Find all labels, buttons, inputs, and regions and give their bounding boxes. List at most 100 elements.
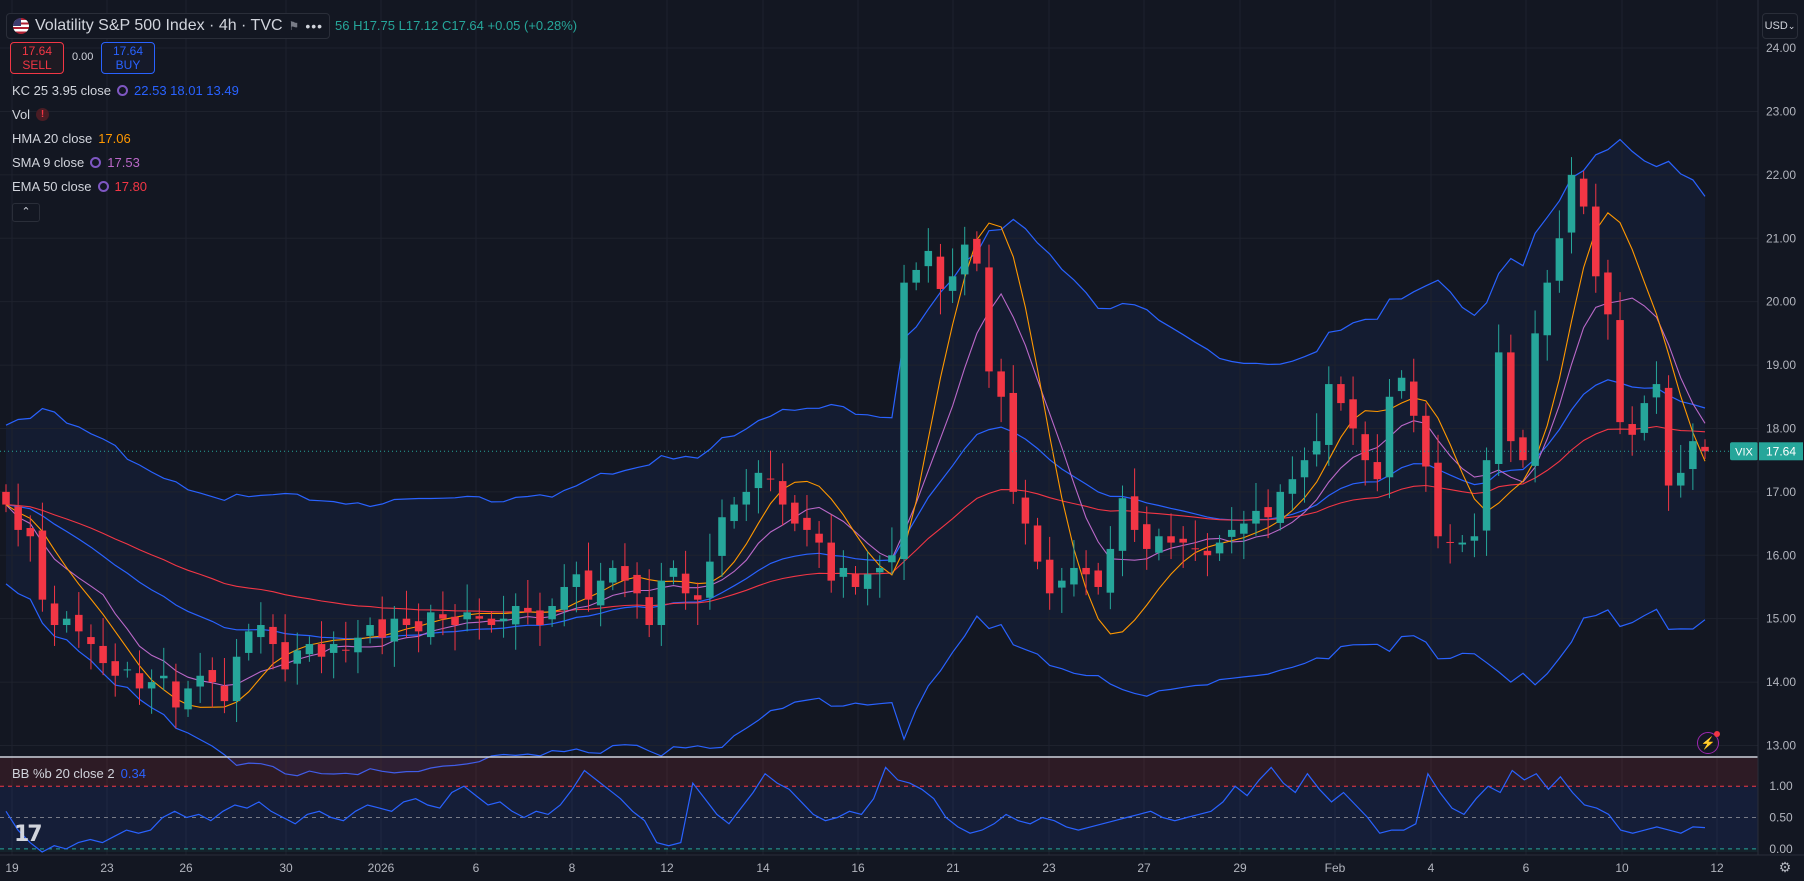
indicator-vol[interactable]: Vol ! <box>12 107 50 122</box>
candle <box>1130 468 1139 542</box>
time-tick-label: 27 <box>1137 861 1151 875</box>
candle-body <box>985 267 993 372</box>
candle-body <box>1604 272 1612 315</box>
time-tick-label: 14 <box>756 861 770 875</box>
price-tick-label: 17.00 <box>1766 485 1796 499</box>
candle <box>402 590 411 638</box>
candle-body <box>439 614 447 619</box>
candle-body <box>244 631 253 653</box>
spread-value: 0.00 <box>72 51 94 63</box>
candle-body <box>269 626 277 645</box>
buy-label: BUY <box>115 58 141 72</box>
collapse-indicators-button[interactable]: ⌃ <box>12 203 40 222</box>
candle-body <box>366 625 374 636</box>
candle-body <box>1312 441 1321 455</box>
candle-body <box>342 649 350 651</box>
candle <box>948 248 957 303</box>
candle-body <box>1628 424 1636 435</box>
symbol-tag: VIX <box>1730 442 1758 461</box>
sell-button[interactable]: 17.64 SELL <box>10 42 64 74</box>
indicator-sma-value: 17.53 <box>107 155 140 170</box>
time-tick-label: 12 <box>1710 861 1724 875</box>
candle-body <box>38 530 47 600</box>
hma-20-line <box>5 212 1706 708</box>
candle-body <box>1227 529 1236 537</box>
candle <box>26 515 35 562</box>
time-tick-label: 26 <box>179 861 193 875</box>
candle-body <box>1373 462 1382 480</box>
candle-body <box>609 567 617 583</box>
more-dots-icon[interactable]: ••• <box>305 18 324 34</box>
candle <box>1033 517 1042 570</box>
candle-body <box>499 618 508 622</box>
candle-body <box>1094 570 1102 587</box>
gear-icon[interactable]: ⚙ <box>1778 859 1792 875</box>
indicator-ema-name: EMA 50 close <box>12 179 92 194</box>
indicator-kc[interactable]: KC 25 3.95 close 22.53 18.01 13.49 <box>12 83 239 98</box>
lightning-icon[interactable]: ⚡ <box>1697 731 1720 754</box>
candle <box>135 650 144 705</box>
candle-body <box>414 621 423 632</box>
candle-body <box>997 371 1005 397</box>
price-tick-label: 16.00 <box>1766 548 1796 562</box>
candle-body <box>536 610 544 626</box>
buy-button[interactable]: 17.64 BUY <box>101 42 155 74</box>
candle <box>681 550 690 610</box>
candle <box>815 521 823 568</box>
candle <box>1701 439 1709 459</box>
candle-body <box>924 250 933 267</box>
price-tick-label: 23.00 <box>1766 104 1796 118</box>
loading-icon <box>90 157 102 168</box>
candle-body <box>863 574 872 589</box>
candle <box>609 560 617 591</box>
candle <box>1155 528 1163 561</box>
lower-pane-name: BB %b 20 close 2 <box>12 766 115 781</box>
candle <box>1579 171 1588 215</box>
indicator-sma[interactable]: SMA 9 close 17.53 <box>12 155 140 170</box>
tradingview-logo-icon: 17 <box>14 822 43 847</box>
lower-tick-label: 0.00 <box>1769 842 1793 856</box>
candle <box>1240 510 1248 560</box>
symbol-title[interactable]: Volatility S&P 500 Index · 4h · TVC ⚑ ••… <box>6 13 331 39</box>
candle-body <box>633 574 641 594</box>
candle <box>184 680 192 717</box>
candle-body <box>960 244 969 275</box>
candle <box>1397 370 1406 399</box>
warning-icon[interactable]: ! <box>36 108 50 121</box>
buy-price: 17.64 <box>112 44 144 58</box>
time-tick-label: 29 <box>1233 861 1247 875</box>
candle-body <box>1470 536 1479 541</box>
candle-body <box>766 478 775 480</box>
candle-body <box>730 504 738 522</box>
candle <box>863 551 872 606</box>
candle <box>1312 413 1321 467</box>
candle <box>548 598 556 627</box>
candle <box>754 460 763 514</box>
time-tick-label: 2026 <box>368 861 395 875</box>
candle <box>305 636 314 662</box>
flag-marker-icon[interactable]: ⚑ <box>288 19 300 33</box>
candle <box>475 598 484 640</box>
candle <box>1361 421 1369 486</box>
indicator-hma[interactable]: HMA 20 close 17.06 <box>12 131 131 146</box>
price-tick-label: 18.00 <box>1766 421 1796 435</box>
indicator-hma-name: HMA 20 close <box>12 131 93 146</box>
indicator-ema[interactable]: EMA 50 close 17.80 <box>12 179 147 194</box>
time-tick-label: 12 <box>660 861 674 875</box>
sell-price: 17.64 <box>21 44 53 58</box>
currency-button[interactable]: USD⌄ <box>1762 13 1798 39</box>
lower-pane-legend[interactable]: BB %b 20 close 2 0.34 <box>12 766 146 781</box>
loading-icon <box>97 181 109 192</box>
candle-body <box>839 567 848 577</box>
indicator-kc-values: 22.53 18.01 13.49 <box>134 83 239 98</box>
candle <box>1191 520 1200 561</box>
candle <box>693 582 702 626</box>
candle-body <box>1507 352 1515 442</box>
candle <box>414 603 423 653</box>
candle-body <box>208 670 217 683</box>
candle <box>876 555 884 598</box>
candle <box>936 243 945 315</box>
candle-body <box>548 606 556 620</box>
candle-body <box>888 555 896 563</box>
